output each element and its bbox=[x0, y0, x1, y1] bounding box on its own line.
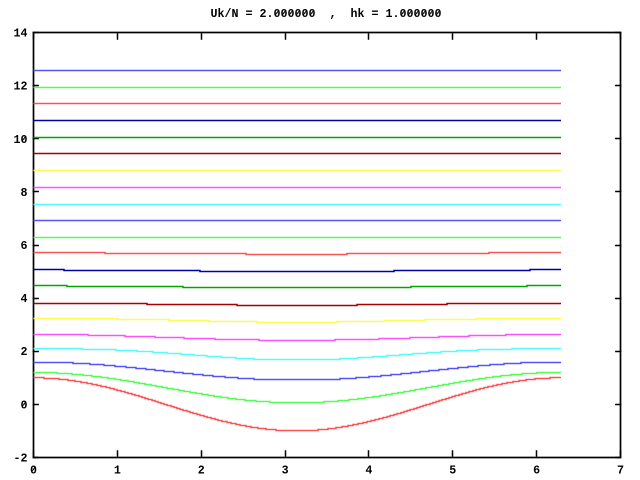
svg-text:0: 0 bbox=[21, 398, 28, 412]
svg-text:4: 4 bbox=[365, 464, 372, 478]
svg-text:6: 6 bbox=[533, 464, 540, 478]
svg-text:0: 0 bbox=[30, 464, 37, 478]
svg-text:2: 2 bbox=[21, 345, 28, 359]
svg-text:5: 5 bbox=[449, 464, 456, 478]
svg-text:-2: -2 bbox=[14, 452, 28, 466]
svg-text:Uk/N = 2.000000 , hk = 1.000: Uk/N = 2.000000 , hk = 1.000000 bbox=[211, 7, 442, 21]
svg-text:2: 2 bbox=[198, 464, 205, 478]
svg-text:7: 7 bbox=[617, 464, 624, 478]
svg-text:4: 4 bbox=[21, 292, 28, 306]
svg-text:12: 12 bbox=[14, 80, 28, 94]
svg-text:10: 10 bbox=[14, 133, 28, 147]
svg-text:3: 3 bbox=[282, 464, 289, 478]
svg-text:14: 14 bbox=[14, 27, 28, 41]
svg-text:6: 6 bbox=[21, 239, 28, 253]
svg-text:1: 1 bbox=[114, 464, 121, 478]
svg-text:8: 8 bbox=[21, 186, 28, 200]
